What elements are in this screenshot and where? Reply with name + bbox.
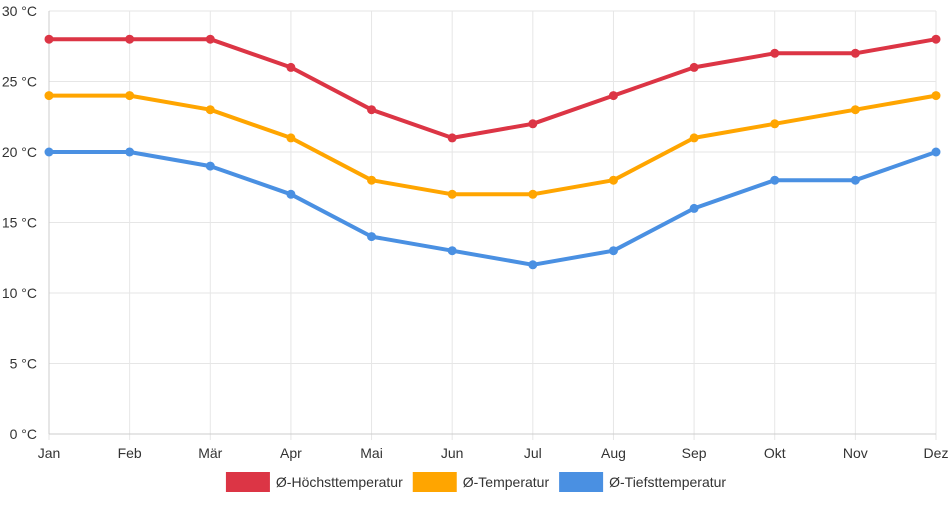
data-point[interactable] <box>44 91 54 101</box>
series-line <box>47 37 938 140</box>
x-tick-label: Dez <box>924 445 949 461</box>
x-tick-label: Sep <box>682 445 707 461</box>
data-point[interactable] <box>850 48 860 58</box>
legend-label: Ø-Tiefsttemperatur <box>609 474 726 490</box>
grid <box>48 10 937 440</box>
data-point[interactable] <box>447 133 457 143</box>
y-tick-label: 30 °C <box>2 3 37 19</box>
y-tick-label: 15 °C <box>2 215 37 231</box>
data-point[interactable] <box>608 91 618 101</box>
data-point[interactable] <box>528 119 538 129</box>
x-tick-label: Jul <box>524 445 542 461</box>
x-tick-label: Okt <box>764 445 786 461</box>
x-tick-label: Nov <box>843 445 868 461</box>
series-line <box>47 93 938 197</box>
y-tick-label: 5 °C <box>10 356 37 372</box>
data-point[interactable] <box>931 34 941 44</box>
axes: 0 °C 5 °C 10 °C 15 °C 20 °C 25 °C 30 °C Jan Feb M… <box>2 3 949 461</box>
legend-label: Ø-Temperatur <box>463 474 550 490</box>
data-point[interactable] <box>689 203 699 213</box>
data-point[interactable] <box>205 34 215 44</box>
data-point[interactable] <box>447 246 457 256</box>
data-point[interactable] <box>931 147 941 157</box>
data-point[interactable] <box>205 105 215 115</box>
data-point[interactable] <box>770 48 780 58</box>
legend: Ø-Höchsttemperatur Ø-Temperatur Ø-Tiefstte… <box>225 472 726 492</box>
data-point[interactable] <box>608 246 618 256</box>
data-point[interactable] <box>528 260 538 270</box>
x-tick-label: Apr <box>280 445 302 461</box>
x-tick-label: Mär <box>198 445 222 461</box>
data-point[interactable] <box>286 189 296 199</box>
legend-label: Ø-Höchsttemperatur <box>276 474 403 490</box>
series-2 <box>44 91 941 199</box>
x-tick-label: Jan <box>38 445 61 461</box>
data-point[interactable] <box>44 34 54 44</box>
data-point[interactable] <box>125 91 135 101</box>
data-point[interactable] <box>850 175 860 185</box>
series-line <box>47 150 938 267</box>
data-point[interactable] <box>125 147 135 157</box>
data-point[interactable] <box>205 161 215 171</box>
legend-swatch[interactable] <box>412 472 457 492</box>
y-tick-label: 0 °C <box>10 426 37 442</box>
data-point[interactable] <box>770 175 780 185</box>
data-point[interactable] <box>286 62 296 72</box>
data-point[interactable] <box>367 175 377 185</box>
data-point[interactable] <box>931 91 941 101</box>
series-lines <box>44 34 941 270</box>
data-point[interactable] <box>528 189 538 199</box>
data-point[interactable] <box>770 119 780 129</box>
data-point[interactable] <box>286 133 296 143</box>
data-point[interactable] <box>447 189 457 199</box>
x-tick-label: Aug <box>601 445 626 461</box>
data-point[interactable] <box>608 175 618 185</box>
x-tick-label: Feb <box>118 445 142 461</box>
legend-swatch[interactable] <box>225 472 270 492</box>
x-tick-label: Jun <box>441 445 464 461</box>
data-point[interactable] <box>689 62 699 72</box>
data-point[interactable] <box>44 147 54 157</box>
data-point[interactable] <box>367 232 377 242</box>
data-point[interactable] <box>850 105 860 115</box>
series-3 <box>44 147 941 270</box>
y-tick-label: 20 °C <box>2 144 37 160</box>
data-point[interactable] <box>689 133 699 143</box>
series-1 <box>44 34 941 143</box>
data-point[interactable] <box>367 105 377 115</box>
y-tick-label: 25 °C <box>2 74 37 90</box>
y-tick-label: 10 °C <box>2 285 37 301</box>
legend-swatch[interactable] <box>559 472 604 492</box>
data-point[interactable] <box>125 34 135 44</box>
x-tick-label: Mai <box>360 445 383 461</box>
